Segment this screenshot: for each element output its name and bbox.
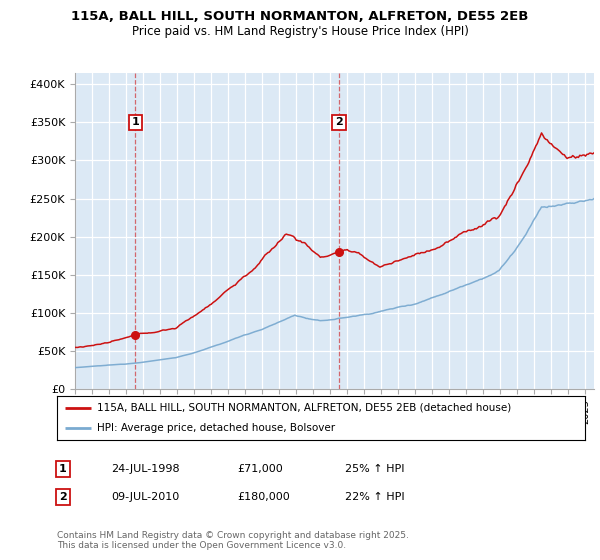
Text: £71,000: £71,000 — [237, 464, 283, 474]
Text: £180,000: £180,000 — [237, 492, 290, 502]
Text: 22% ↑ HPI: 22% ↑ HPI — [345, 492, 404, 502]
Text: Price paid vs. HM Land Registry's House Price Index (HPI): Price paid vs. HM Land Registry's House … — [131, 25, 469, 38]
Text: 115A, BALL HILL, SOUTH NORMANTON, ALFRETON, DE55 2EB: 115A, BALL HILL, SOUTH NORMANTON, ALFRET… — [71, 10, 529, 23]
Text: 115A, BALL HILL, SOUTH NORMANTON, ALFRETON, DE55 2EB (detached house): 115A, BALL HILL, SOUTH NORMANTON, ALFRET… — [97, 403, 511, 413]
Text: 24-JUL-1998: 24-JUL-1998 — [111, 464, 179, 474]
Text: HPI: Average price, detached house, Bolsover: HPI: Average price, detached house, Bols… — [97, 423, 335, 433]
Text: 09-JUL-2010: 09-JUL-2010 — [111, 492, 179, 502]
Text: 1: 1 — [131, 118, 139, 127]
Text: 2: 2 — [335, 118, 343, 127]
Text: 1: 1 — [59, 464, 67, 474]
Text: 25% ↑ HPI: 25% ↑ HPI — [345, 464, 404, 474]
Text: Contains HM Land Registry data © Crown copyright and database right 2025.
This d: Contains HM Land Registry data © Crown c… — [57, 530, 409, 550]
Text: 2: 2 — [59, 492, 67, 502]
